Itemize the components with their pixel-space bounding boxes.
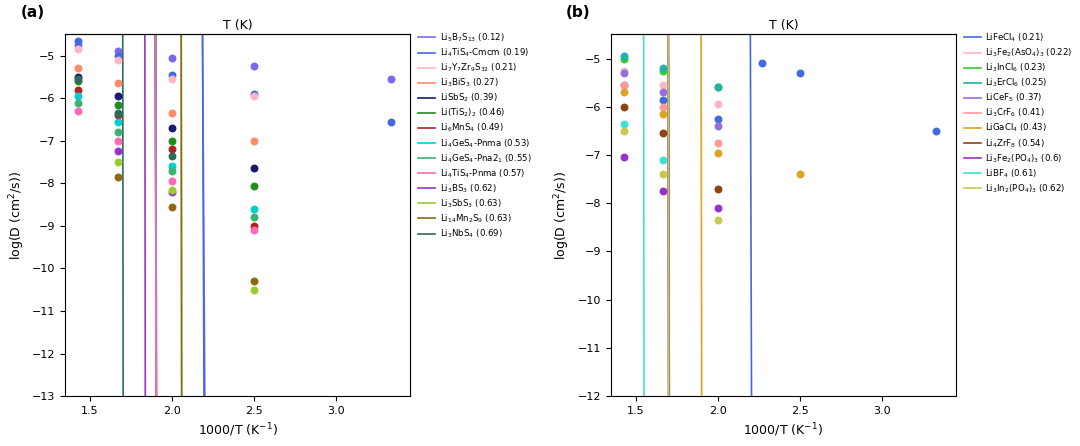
Point: [245, 91, 262, 98]
Point: [109, 101, 126, 108]
Point: [654, 89, 672, 96]
Point: [163, 188, 180, 195]
Point: [654, 156, 672, 163]
Point: [616, 82, 633, 89]
Point: [654, 82, 672, 89]
Point: [245, 205, 262, 212]
Point: [245, 63, 262, 70]
Point: [109, 93, 126, 100]
Point: [163, 152, 180, 159]
Point: [654, 67, 672, 74]
Point: [654, 171, 672, 178]
Point: [70, 93, 87, 100]
Point: [616, 67, 633, 74]
Point: [710, 101, 727, 108]
Point: [109, 148, 126, 155]
Point: [163, 71, 180, 78]
Point: [792, 171, 809, 178]
Point: [163, 178, 180, 185]
Point: [710, 123, 727, 130]
Point: [616, 55, 633, 62]
Point: [710, 185, 727, 192]
Point: [70, 75, 87, 83]
Point: [928, 127, 945, 134]
Point: [616, 89, 633, 96]
Point: [109, 48, 126, 55]
Point: [163, 186, 180, 193]
Point: [70, 107, 87, 115]
Text: (a): (a): [21, 5, 44, 21]
Point: [163, 167, 180, 174]
Point: [109, 110, 126, 117]
Point: [616, 127, 633, 134]
Point: [616, 154, 633, 161]
Point: [710, 84, 727, 91]
Point: [654, 111, 672, 118]
Point: [792, 70, 809, 77]
Point: [654, 96, 672, 103]
Point: [163, 137, 180, 145]
Point: [163, 163, 180, 170]
Point: [710, 217, 727, 224]
X-axis label: 1000/T (K$^{-1}$): 1000/T (K$^{-1}$): [198, 421, 278, 439]
Point: [109, 80, 126, 87]
Point: [70, 78, 87, 85]
Point: [70, 74, 87, 81]
Point: [616, 82, 633, 89]
Point: [163, 146, 180, 153]
Point: [710, 205, 727, 212]
Point: [163, 203, 180, 211]
Point: [70, 99, 87, 106]
Point: [163, 124, 180, 132]
Point: [382, 118, 400, 125]
Point: [245, 214, 262, 221]
Point: [109, 129, 126, 136]
Point: [70, 46, 87, 53]
Point: [163, 75, 180, 83]
Point: [163, 110, 180, 117]
Point: [382, 75, 400, 83]
Point: [654, 188, 672, 195]
Point: [245, 182, 262, 189]
Point: [245, 137, 262, 145]
Point: [654, 130, 672, 137]
Point: [245, 278, 262, 285]
Point: [710, 84, 727, 91]
Point: [245, 223, 262, 230]
Point: [245, 165, 262, 172]
Point: [109, 158, 126, 165]
Point: [616, 120, 633, 127]
Point: [70, 86, 87, 93]
Y-axis label: log(D (cm$^2$/s)): log(D (cm$^2$/s)): [553, 171, 572, 260]
Point: [654, 103, 672, 110]
Point: [109, 173, 126, 181]
Point: [616, 103, 633, 110]
Point: [616, 53, 633, 60]
Point: [245, 227, 262, 234]
Point: [654, 65, 672, 72]
Legend: LiFeCl$_4$ (0.21), Li$_3$Fe$_2$(AsO$_4$)$_3$ (0.22), Li$_3$InCl$_6$ (0.23), Li$_: LiFeCl$_4$ (0.21), Li$_3$Fe$_2$(AsO$_4$)…: [963, 32, 1072, 195]
Point: [109, 112, 126, 119]
Legend: Li$_5$B$_7$S$_{13}$ (0.12), Li$_4$TiS$_4$-Cmcm (0.19), Li$_7$Y$_7$Zr$_9$S$_{32}$: Li$_5$B$_7$S$_{13}$ (0.12), Li$_4$TiS$_4…: [418, 32, 531, 240]
Point: [70, 41, 87, 49]
Point: [109, 52, 126, 59]
Point: [710, 140, 727, 147]
Y-axis label: log(D (cm$^2$/s)): log(D (cm$^2$/s)): [6, 171, 27, 260]
Point: [616, 70, 633, 77]
Text: (b): (b): [566, 5, 591, 21]
Point: [710, 115, 727, 122]
Point: [70, 65, 87, 72]
X-axis label: 1000/T (K$^{-1}$): 1000/T (K$^{-1}$): [743, 421, 823, 439]
Point: [163, 54, 180, 62]
Point: [109, 56, 126, 63]
Point: [710, 149, 727, 156]
Point: [245, 286, 262, 293]
Point: [109, 118, 126, 125]
Point: [70, 37, 87, 44]
Point: [245, 93, 262, 100]
Point: [754, 60, 771, 67]
Point: [109, 137, 126, 145]
